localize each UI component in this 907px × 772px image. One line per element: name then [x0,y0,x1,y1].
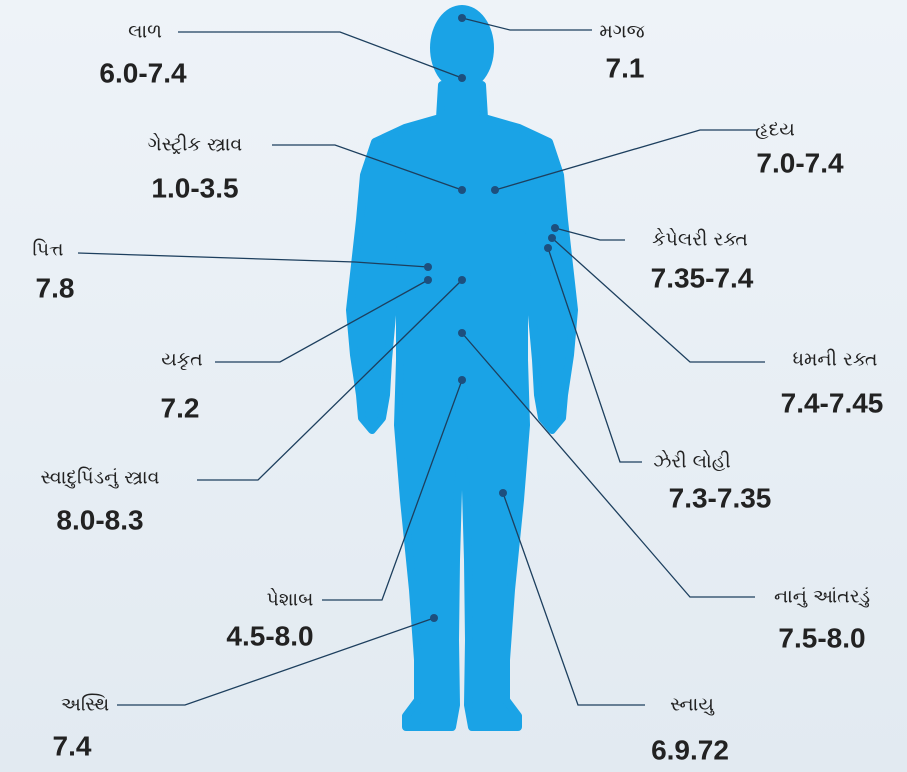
organ-name: ધમની રક્ત [793,349,878,371]
marker-dot [458,329,466,337]
marker-dot [458,186,466,194]
marker-dot [551,224,559,232]
marker-dot [424,276,432,284]
organ-name: ઝેરી લોહી [653,450,730,472]
marker-dot [458,376,466,384]
ph-value: 7.5-8.0 [778,622,865,653]
organ-name: લાળ [128,21,162,43]
organ-name: મગજ [599,21,644,43]
ph-value: 8.0-8.3 [56,504,143,535]
marker-dot [491,186,499,194]
ph-value: 7.0-7.4 [756,147,844,178]
ph-value: 6.9.72 [651,734,729,765]
marker-dot [430,614,438,622]
ph-value: 7.4-7.45 [781,387,884,418]
ph-value: 7.4 [53,730,92,761]
organ-name: પિત્ત [32,239,63,261]
ph-value: 1.0-3.5 [151,172,238,203]
organ-name: કેપેલરી રક્ત [652,228,748,250]
ph-value: 4.5-8.0 [226,620,313,651]
ph-value: 7.1 [606,52,645,83]
organ-name: અસ્થિ [61,694,109,716]
organ-name: પેશાબ [267,588,314,610]
organ-name: હૃદય [755,119,795,141]
body-diagram: લાળ 6.0-7.4 મગજ 7.1 ગેસ્ટ્રીક સ્ત્રાવ 1.0-3.5… [0,0,907,772]
marker-dot [548,234,556,242]
ph-value: 7.2 [161,392,200,423]
organ-name: યકૃત [161,349,203,371]
organ-name: સ્નાયુ [670,694,715,716]
marker-dot [424,263,432,271]
organ-name: સ્વાદુપિંડનું સ્ત્રાવ [41,467,160,489]
marker-dot [458,276,466,284]
ph-value: 6.0-7.4 [99,57,187,88]
ph-value: 7.8 [36,272,75,303]
ph-value: 7.3-7.35 [669,482,772,513]
marker-dot [544,244,552,252]
marker-dot [458,74,466,82]
ph-value: 7.35-7.4 [651,262,754,293]
page: {"labels": [ {"name": "લાળ", "value": "6… [0,0,907,772]
marker-dot [499,489,507,497]
marker-dot [458,14,466,22]
organ-name: નાનું આંતરડું [774,586,870,608]
organ-name: ગેસ્ટ્રીક સ્ત્રાવ [148,133,243,155]
